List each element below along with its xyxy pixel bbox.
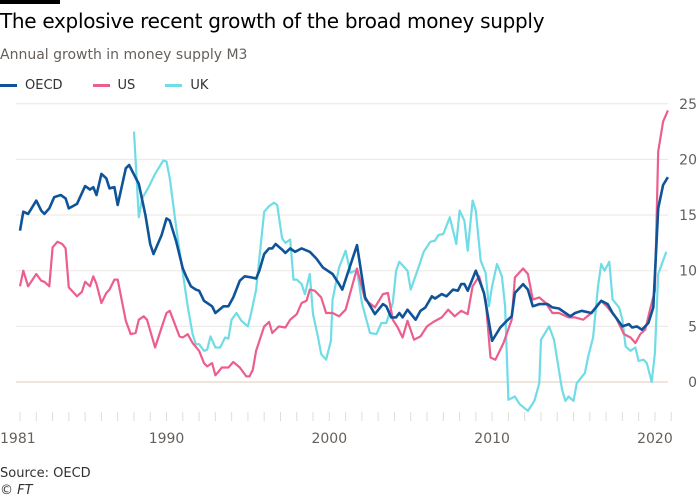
source-note: Source: OECD xyxy=(0,466,91,481)
y-tick-label: 15 xyxy=(679,208,697,224)
legend-swatch-oecd xyxy=(0,84,17,87)
x-tick-label: 2020 xyxy=(637,431,673,447)
legend: OECD US UK xyxy=(0,78,238,93)
series-line-oecd xyxy=(18,163,670,343)
legend-label-oecd: OECD xyxy=(25,78,63,93)
y-tick-label: 20 xyxy=(679,152,697,168)
y-tick-label: 5 xyxy=(688,319,697,335)
legend-item-oecd: OECD xyxy=(0,78,63,93)
x-tick-label: 1990 xyxy=(149,431,185,447)
brand-bar xyxy=(0,0,60,4)
series-line-us xyxy=(18,109,669,378)
x-tick-label: 2010 xyxy=(474,431,510,447)
y-tick-label: 10 xyxy=(679,264,697,280)
x-tick-label: 2000 xyxy=(311,431,347,447)
chart-subtitle: Annual growth in money supply M3 xyxy=(0,47,248,63)
legend-item-uk: UK xyxy=(165,78,208,93)
legend-item-us: US xyxy=(92,78,136,93)
gridlines: 0 5 10 15 20 25 xyxy=(16,97,697,391)
x-tick-label: 1981 xyxy=(0,431,36,447)
y-tick-label: 25 xyxy=(679,97,697,113)
x-axis: 1981 1990 2000 2010 2020 xyxy=(0,412,673,447)
chart-title: The explosive recent growth of the broad… xyxy=(0,9,545,33)
legend-label-us: US xyxy=(117,78,136,93)
legend-swatch-us xyxy=(92,84,110,87)
chart-plot: 0 5 10 15 20 25 1981 1990 2000 2010 2020 xyxy=(0,97,697,447)
legend-swatch-uk xyxy=(165,84,183,87)
copyright-note: © FT xyxy=(0,483,33,498)
series-line-uk xyxy=(132,131,668,412)
y-tick-label: 0 xyxy=(688,375,697,391)
series-lines xyxy=(18,109,670,412)
legend-label-uk: UK xyxy=(190,78,209,93)
